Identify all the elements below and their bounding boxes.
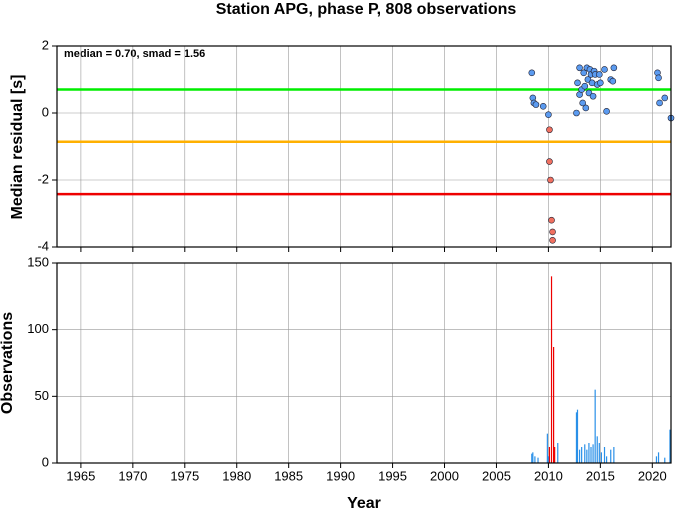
bar	[546, 433, 548, 463]
bar	[610, 449, 612, 463]
x-tick-label: 1975	[170, 468, 199, 483]
x-tick-label: 2020	[638, 468, 667, 483]
point	[596, 71, 603, 78]
x-tick-label: 1965	[66, 468, 95, 483]
x-tick-label: 1985	[274, 468, 303, 483]
y-tick-label: 0	[42, 104, 49, 119]
bar	[598, 443, 600, 463]
point	[573, 109, 580, 117]
bar	[600, 452, 602, 463]
plot-frame	[56, 45, 672, 248]
point	[549, 237, 556, 244]
x-tick-label: 1995	[378, 468, 407, 483]
y-axis-label: Observations	[0, 312, 16, 414]
x-tick-label: 2015	[586, 468, 615, 483]
x-axis-label: Year	[347, 495, 381, 511]
point	[597, 79, 604, 87]
point	[589, 92, 597, 100]
bar	[605, 456, 608, 463]
point	[655, 74, 662, 82]
point	[545, 111, 552, 118]
annotation: median = 0.70, smad = 1.56	[64, 48, 205, 60]
point	[574, 79, 581, 87]
bar	[657, 452, 660, 463]
x-tick-label: 1990	[326, 468, 355, 483]
point	[601, 66, 608, 73]
y-tick-label: 0	[42, 454, 49, 469]
point	[661, 94, 669, 102]
y-tick-label: 100	[27, 321, 49, 336]
point	[576, 64, 583, 72]
bar	[594, 389, 596, 463]
bar	[553, 347, 555, 463]
bar	[613, 447, 615, 463]
point	[548, 216, 555, 224]
bar	[669, 429, 671, 463]
point	[579, 99, 586, 107]
point	[547, 176, 554, 184]
bar	[586, 449, 588, 463]
y-tick-label: 150	[27, 254, 49, 269]
bar	[576, 409, 579, 463]
x-tick-label: 1970	[118, 468, 147, 483]
x-tick-label: 2010	[534, 468, 563, 483]
bar	[655, 456, 658, 463]
y-tick-label: 50	[35, 388, 49, 403]
bar	[532, 452, 534, 463]
point	[603, 108, 610, 115]
bar	[588, 443, 590, 463]
point	[581, 82, 589, 90]
point	[609, 77, 617, 85]
y-tick-label: -4	[37, 238, 49, 253]
point	[580, 69, 588, 77]
bar	[547, 456, 550, 463]
bar	[534, 456, 536, 463]
point	[549, 228, 556, 236]
point	[582, 104, 590, 112]
y-axis-label: Median residual [s]	[9, 75, 26, 220]
bar	[603, 447, 606, 463]
bar	[537, 457, 539, 463]
bar	[557, 443, 559, 463]
bar	[550, 276, 553, 463]
x-tick-label: 2005	[482, 468, 511, 483]
point	[546, 158, 553, 165]
chart-title: Station APG, phase P, 808 observations	[216, 1, 517, 18]
point	[656, 99, 663, 107]
x-tick-label: 2000	[430, 468, 459, 483]
bar	[581, 447, 583, 463]
bar	[596, 436, 598, 463]
y-tick-label: -2	[37, 171, 49, 186]
bar	[554, 447, 556, 463]
point	[528, 69, 536, 77]
point	[610, 64, 618, 72]
point	[546, 126, 553, 134]
point	[539, 103, 547, 110]
bar	[575, 412, 578, 463]
bar	[592, 444, 594, 463]
bar	[548, 447, 551, 463]
bar	[664, 457, 666, 463]
bar	[590, 447, 592, 463]
plot-frame	[56, 262, 672, 464]
bar	[531, 453, 533, 463]
bar	[584, 444, 586, 463]
point	[532, 101, 540, 108]
y-tick-label: 2	[42, 37, 49, 52]
bar	[578, 449, 581, 463]
x-tick-label: 1980	[222, 468, 251, 483]
